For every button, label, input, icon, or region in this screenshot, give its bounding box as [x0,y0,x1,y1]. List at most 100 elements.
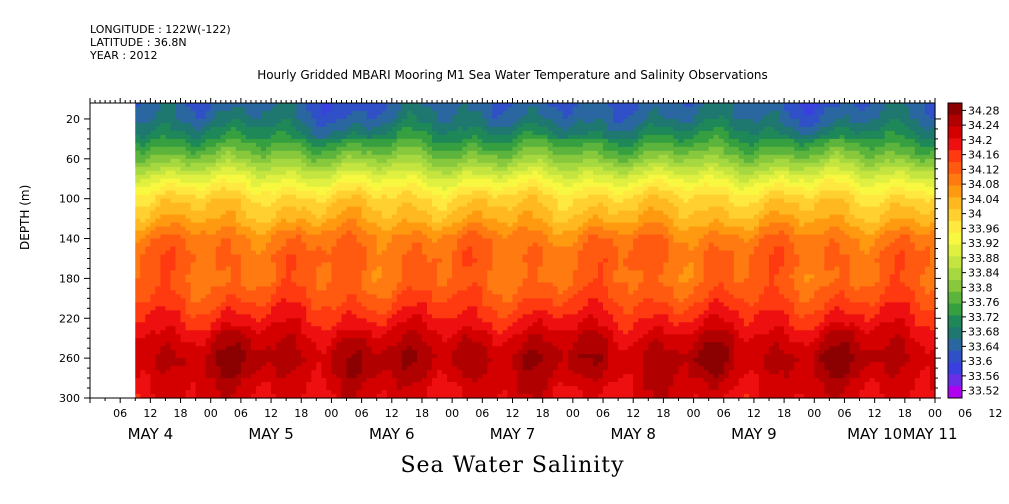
heatmap-cell [356,198,363,204]
heatmap-cell [155,262,162,268]
heatmap-cell [371,382,378,387]
heatmap-cell [185,374,192,379]
heatmap-cell [311,234,317,240]
heatmap-cell [195,122,202,128]
heatmap-cell [190,103,197,108]
heatmap-cell [180,218,187,224]
heatmap-cell [386,182,393,188]
heatmap-cell [301,374,307,379]
heatmap-cell [437,314,443,319]
heatmap-cell [271,314,277,319]
heatmap-cell [341,278,348,283]
heatmap-cell [210,290,217,295]
heatmap-cell [185,138,192,144]
heatmap-cell [140,210,146,216]
heatmap-cell [346,250,353,256]
heatmap-cell [311,282,317,287]
heatmap-cell [341,210,348,216]
heatmap-cell [140,382,146,387]
heatmap-cell [296,106,302,112]
heatmap-cell [386,330,393,335]
heatmap-cell [442,306,448,311]
heatmap-cell [351,382,358,387]
heatmap-cell [442,370,448,375]
heatmap-cell [472,138,478,144]
heatmap-cell [276,202,282,208]
heatmap-cell [462,250,468,256]
heatmap-cell [326,370,333,375]
heatmap-cell [437,346,443,351]
heatmap-cell [245,378,252,383]
heatmap-cell [416,322,423,327]
heatmap-cell [205,130,212,136]
heatmap-cell [301,310,307,315]
heatmap-cell [386,234,393,240]
heatmap-cell [210,310,217,315]
heatmap-cell [155,254,162,260]
heatmap-cell [235,314,242,319]
heatmap-cell [421,182,428,188]
heatmap-cell [200,338,207,343]
heatmap-cell [416,190,423,196]
heatmap-cell [432,314,438,319]
heatmap-cell [160,158,167,164]
heatmap-cell [306,142,312,148]
heatmap-cell [281,298,287,303]
heatmap-cell [190,282,197,287]
heatmap-cell [381,114,388,120]
heatmap-cell [326,246,333,252]
heatmap-cell [386,122,393,128]
heatmap-cell [210,382,217,387]
heatmap-cell [291,114,297,120]
heatmap-cell [255,238,262,244]
heatmap-cell [170,218,177,224]
heatmap-cell [331,306,338,311]
heatmap-cell [155,182,162,188]
heatmap-cell [426,326,433,331]
heatmap-cell [255,262,262,268]
heatmap-cell [266,330,272,335]
heatmap-cell [160,322,167,327]
heatmap-cell [356,210,363,216]
heatmap-cell [351,222,358,228]
heatmap-cell [155,378,162,383]
heatmap-cell [210,394,217,399]
heatmap-cell [200,242,207,248]
heatmap-cell [331,158,338,164]
heatmap-cell [421,298,428,303]
heatmap-cell [442,186,448,192]
heatmap-cell [291,386,297,391]
heatmap-cell [361,226,368,232]
heatmap-cell [250,254,257,260]
heatmap-cell [472,118,478,124]
heatmap-cell [271,346,277,351]
heatmap-cell [326,234,333,240]
heatmap-cell [190,278,197,283]
heatmap-cell [215,350,222,355]
heatmap-cell [230,242,237,248]
heatmap-cell [135,174,141,180]
heatmap-cell [145,166,151,172]
heatmap-cell [195,174,202,180]
heatmap-cell [467,298,473,303]
heatmap-cell [426,342,433,347]
heatmap-cell [170,162,177,168]
heatmap-cell [210,254,217,260]
heatmap-cell [276,186,282,192]
heatmap-cell [291,238,297,244]
heatmap-cell [230,290,237,295]
heatmap-cell [220,103,227,108]
heatmap-cell [406,350,413,355]
heatmap-cell [447,294,453,299]
heatmap-cell [326,154,333,160]
heatmap-cell [225,306,232,311]
heatmap-cell [195,234,202,240]
heatmap-cell [401,310,408,315]
heatmap-cell [306,222,312,228]
heatmap-cell [311,374,317,379]
heatmap-cell [195,270,202,276]
heatmap-cell [336,138,343,144]
heatmap-cell [462,142,468,148]
heatmap-cell [245,178,252,184]
heatmap-cell [366,106,373,112]
